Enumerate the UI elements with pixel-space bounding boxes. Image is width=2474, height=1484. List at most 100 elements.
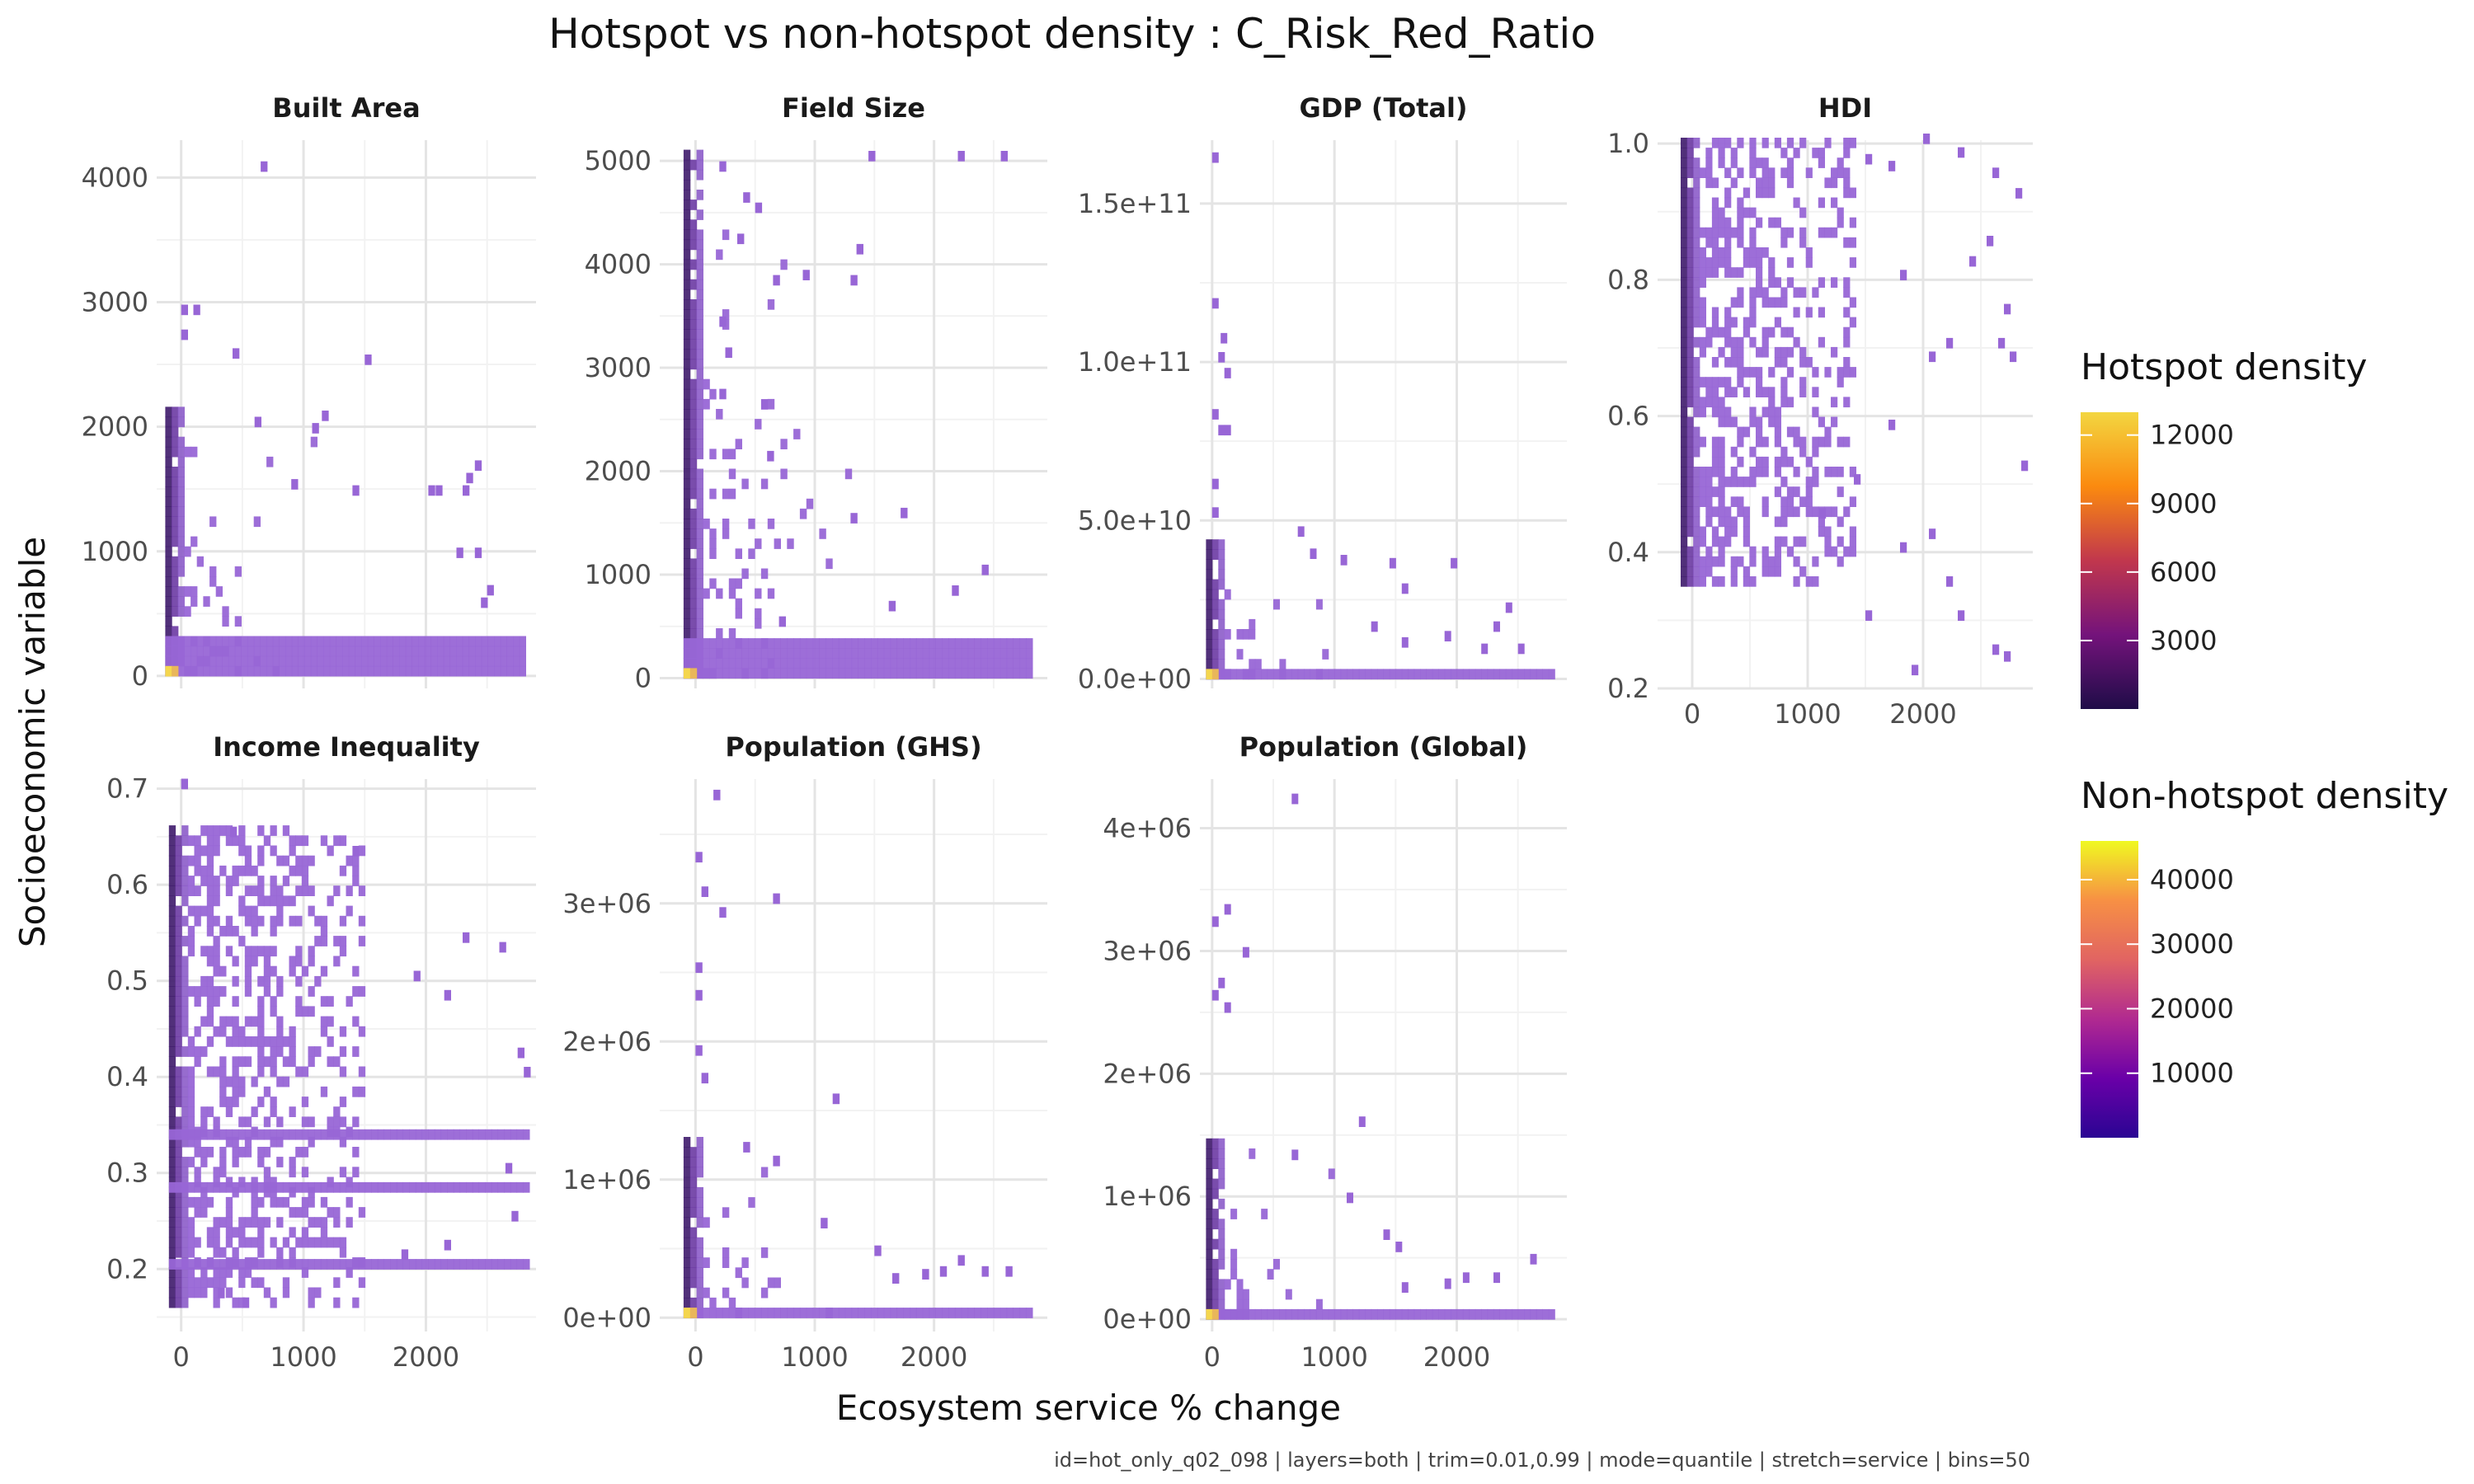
density-bin	[954, 648, 962, 659]
density-bin	[1849, 317, 1856, 328]
density-bin	[1768, 367, 1776, 378]
density-bin	[709, 548, 717, 559]
density-bin	[175, 1116, 182, 1128]
density-bin	[177, 496, 185, 507]
density-bin	[276, 895, 284, 907]
density-bin	[181, 885, 189, 896]
density-bin	[194, 1181, 201, 1193]
density-bin	[696, 519, 703, 529]
density-bin	[194, 1046, 201, 1057]
density-bin	[413, 970, 421, 982]
density-bin	[981, 658, 988, 669]
density-bin	[285, 636, 293, 647]
density-bin	[696, 668, 703, 679]
density-bin	[304, 655, 312, 667]
density-bin	[165, 655, 172, 667]
density-bin	[358, 1181, 366, 1193]
density-bin	[225, 876, 233, 886]
density-bin	[276, 1116, 284, 1128]
density-bin	[213, 1026, 220, 1037]
density-bin	[165, 506, 172, 517]
density-bin	[339, 1167, 347, 1178]
density-bin	[696, 448, 703, 460]
density-bin	[1958, 147, 1965, 158]
density-bin	[497, 1259, 505, 1270]
density-bin	[821, 1218, 828, 1228]
density-bin	[1340, 555, 1348, 566]
density-bin	[1774, 357, 1781, 368]
density-bin	[1426, 1308, 1433, 1320]
density-bin	[339, 946, 347, 957]
density-bin	[1743, 387, 1750, 397]
density-bin	[504, 1259, 511, 1270]
density-bin	[346, 885, 353, 896]
density-bin	[696, 498, 703, 510]
density-bin	[1756, 387, 1763, 397]
density-bin	[1724, 197, 1732, 209]
density-bin	[308, 1237, 315, 1248]
density-bin	[329, 636, 336, 647]
density-bin	[696, 289, 703, 300]
density-bin	[339, 1181, 347, 1193]
density-bin	[200, 1157, 208, 1167]
density-bin	[1761, 546, 1769, 557]
density-bin	[1730, 387, 1738, 397]
density-bin	[954, 668, 962, 679]
density-bin	[203, 596, 210, 607]
density-bin	[172, 596, 179, 607]
density-bin	[1681, 277, 1688, 288]
density-bin	[1786, 277, 1794, 288]
density-bin	[352, 1147, 360, 1158]
density-bin	[463, 485, 470, 496]
density-bin	[165, 516, 172, 528]
density-bin	[689, 648, 698, 659]
density-bin	[175, 845, 182, 857]
density-bin	[1705, 397, 1713, 408]
density-bin	[242, 1297, 250, 1308]
density-bin	[200, 1287, 208, 1298]
density-bin	[773, 893, 780, 904]
density-bin	[774, 668, 781, 679]
density-bin	[1831, 227, 1838, 238]
density-bin	[967, 1308, 975, 1318]
density-bin	[374, 646, 381, 657]
density-bin	[709, 448, 717, 460]
density-bin	[1206, 1158, 1213, 1169]
density-bin	[168, 1287, 176, 1298]
density-bin	[683, 458, 691, 470]
density-bin	[1799, 346, 1807, 358]
density-bin	[1481, 669, 1489, 680]
density-bin	[703, 668, 710, 679]
density-bin	[701, 1073, 708, 1084]
density-bin	[168, 946, 176, 957]
density-bin	[1469, 1308, 1476, 1320]
density-bin	[276, 1196, 284, 1208]
density-bin	[165, 406, 172, 418]
density-bin	[213, 1217, 220, 1228]
density-bin	[1756, 436, 1763, 448]
density-bin	[401, 1249, 409, 1261]
density-bin	[181, 1129, 189, 1140]
density-bin	[485, 1259, 492, 1270]
density-bin	[430, 636, 438, 647]
legend-label: 6000	[2150, 556, 2217, 588]
density-bin	[314, 1237, 322, 1248]
density-bin	[1743, 477, 1750, 487]
density-bin	[291, 655, 299, 667]
density-bin	[1718, 516, 1725, 528]
density-bin	[1693, 317, 1700, 328]
density-bin	[1849, 187, 1856, 199]
density-bin	[175, 905, 182, 917]
density-bin	[787, 668, 794, 679]
density-bin	[393, 636, 400, 647]
density-bin	[1699, 536, 1706, 547]
density-bin	[272, 655, 280, 667]
density-bin	[481, 636, 488, 647]
density-bin	[295, 1237, 303, 1248]
density-bin	[1211, 916, 1219, 928]
density-bin	[1749, 556, 1757, 567]
density-bin	[213, 1116, 220, 1128]
density-bin	[225, 1076, 233, 1087]
density-bin	[228, 665, 236, 677]
density-bin	[295, 956, 303, 967]
